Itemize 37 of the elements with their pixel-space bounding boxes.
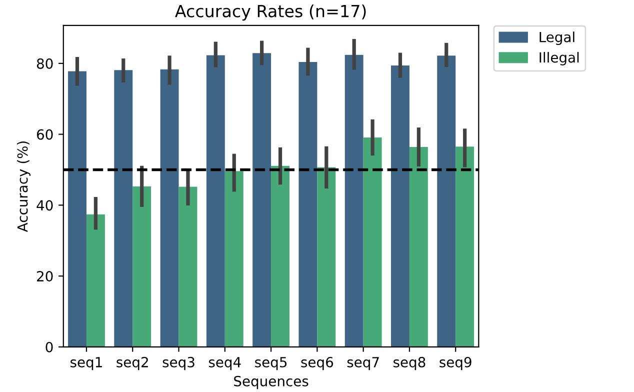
x-axis-title: Sequences — [234, 376, 308, 390]
legend-label: Legal — [540, 32, 574, 45]
x-tick-label: seq2 — [116, 356, 148, 370]
x-tick-label: seq3 — [162, 356, 194, 370]
x-tick-label: seq4 — [208, 357, 241, 370]
bar — [456, 146, 474, 347]
bar — [409, 147, 428, 347]
bar — [178, 186, 198, 347]
bar — [160, 69, 179, 347]
y-tick-label: 0 — [46, 342, 53, 352]
x-tick-label: seq1 — [70, 357, 102, 370]
y-tick-label: 20 — [37, 271, 53, 282]
x-tick-label: seq6 — [301, 356, 334, 370]
x-tick-label: seq9 — [440, 356, 472, 370]
bar — [86, 214, 105, 347]
bar — [437, 56, 456, 347]
bar — [391, 66, 410, 347]
bar — [271, 166, 290, 347]
x-tick-label: seq7 — [347, 357, 379, 370]
y-axis-title: Accuracy (%) — [17, 141, 30, 232]
x-tick-label: seq5 — [255, 357, 287, 370]
bar — [206, 55, 225, 347]
bar — [68, 71, 86, 347]
bar — [317, 167, 336, 347]
y-tick-label: 80 — [36, 58, 53, 69]
bar — [363, 137, 382, 347]
bar — [298, 62, 318, 347]
legend-label: Illegal — [540, 52, 579, 66]
chart-title: Accuracy Rates (n=17) — [175, 4, 366, 21]
bar — [224, 171, 244, 347]
y-tick-label: 40 — [36, 200, 53, 211]
y-tick-label: 60 — [36, 129, 53, 140]
bar — [252, 53, 272, 347]
bar — [114, 70, 133, 347]
bar — [132, 186, 152, 347]
x-tick-label: seq8 — [393, 356, 426, 370]
bar — [344, 54, 364, 347]
